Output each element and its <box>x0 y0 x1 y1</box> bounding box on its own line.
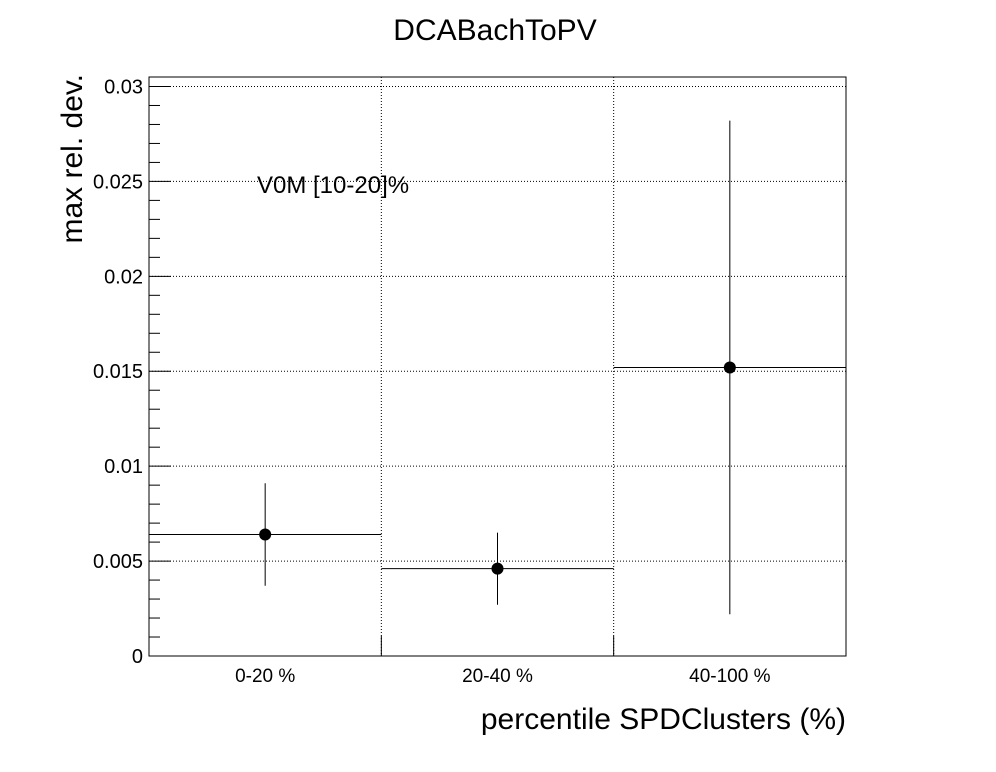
plot-border <box>148 76 847 657</box>
y-tick-label: 0.025 <box>93 171 143 193</box>
x-tick-label: 0-20 % <box>235 666 295 687</box>
plot-frame <box>148 76 847 657</box>
data-series <box>149 120 846 615</box>
y-tick-label: 0.02 <box>104 266 143 288</box>
x-tick-label: 20-40 % <box>462 666 533 687</box>
y-axis-title: max rel. dev. <box>56 74 89 244</box>
x-tick-label: 40-100 % <box>689 666 770 687</box>
x-axis-title: percentile SPDClusters (%) <box>481 703 846 736</box>
data-point <box>491 562 504 575</box>
y-tick-label: 0.015 <box>93 361 143 383</box>
data-point <box>259 528 272 541</box>
y-tick-labels: 0 0.005 0.01 0.015 0.02 0.025 0.03 <box>93 76 143 668</box>
y-tick-label: 0.01 <box>104 456 143 478</box>
y-axis-ticks <box>149 85 615 657</box>
y-tick-label: 0.005 <box>93 551 143 573</box>
x-tick-labels: 0-20 % 20-40 % 40-100 % <box>235 666 771 687</box>
chart-annotation: V0M [10-20]% <box>257 172 409 199</box>
y-tick-label: 0 <box>132 646 143 668</box>
data-point <box>723 361 736 374</box>
y-tick-label: 0.03 <box>104 76 143 98</box>
chart-title: DCABachToPV <box>393 14 596 47</box>
